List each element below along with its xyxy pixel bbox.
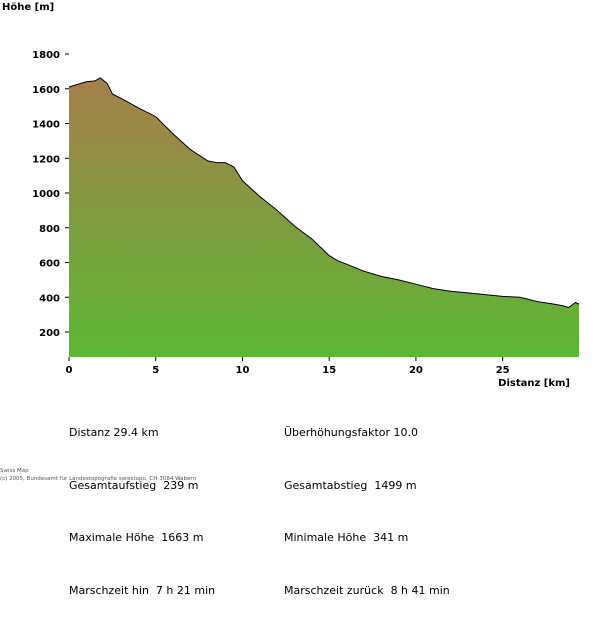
stat-total-descent: Gesamtabstieg 1499 m (284, 478, 417, 492)
y-axis-label: Höhe [m] (2, 2, 54, 13)
y-tick-label: 400 (39, 293, 60, 304)
stats-right: Überhöhungsfaktor 10.0 Gesamtabstieg 149… (284, 389, 450, 617)
stat-walk-time-back: Marschzeit zurück 8 h 41 min (284, 583, 450, 597)
stats-left: Distanz 29.4 km Gesamtaufstieg 239 m Max… (69, 389, 215, 617)
y-tick-label: 1600 (32, 85, 60, 96)
elevation-profile-chart: Höhe [m] Distanz [km] 200400600800100012… (2, 2, 580, 389)
footer-copyright: (c) 2005, Bundesamt für Landestopografie… (0, 476, 197, 482)
stat-total-ascent: Gesamtaufstieg 239 m (69, 478, 199, 492)
stat-distance: Distanz 29.4 km (69, 426, 159, 439)
x-tick-label: 5 (152, 365, 159, 376)
footer-brand: Swiss Map (0, 468, 29, 474)
x-tick-label: 25 (496, 365, 510, 376)
x-tick-label: 10 (236, 365, 250, 376)
stat-max-height: Maximale Höhe 1663 m (69, 531, 204, 544)
stat-exaggeration: Überhöhungsfaktor 10.0 (284, 426, 418, 439)
y-tick-label: 1800 (32, 50, 60, 61)
elevation-area (69, 77, 579, 358)
y-tick-label: 1200 (32, 154, 60, 165)
y-tick-label: 1400 (32, 120, 60, 131)
x-tick-label: 20 (409, 365, 423, 376)
stat-walk-time-there: Marschzeit hin 7 h 21 min (69, 583, 216, 597)
y-tick-label: 600 (39, 259, 60, 270)
elevation-outline (68, 77, 580, 309)
y-tick-label: 800 (39, 224, 60, 235)
stat-min-height: Minimale Höhe 341 m (284, 531, 409, 544)
x-tick-label: 0 (66, 365, 73, 376)
y-tick-label: 200 (39, 328, 60, 339)
x-tick-label: 15 (322, 365, 336, 376)
y-tick-label: 1000 (32, 189, 60, 200)
x-axis-label: Distanz [km] (498, 378, 570, 389)
